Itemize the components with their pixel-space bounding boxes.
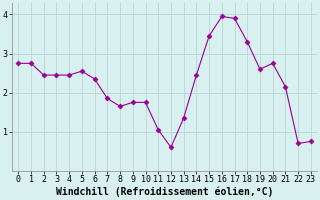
X-axis label: Windchill (Refroidissement éolien,°C): Windchill (Refroidissement éolien,°C) — [56, 187, 273, 197]
